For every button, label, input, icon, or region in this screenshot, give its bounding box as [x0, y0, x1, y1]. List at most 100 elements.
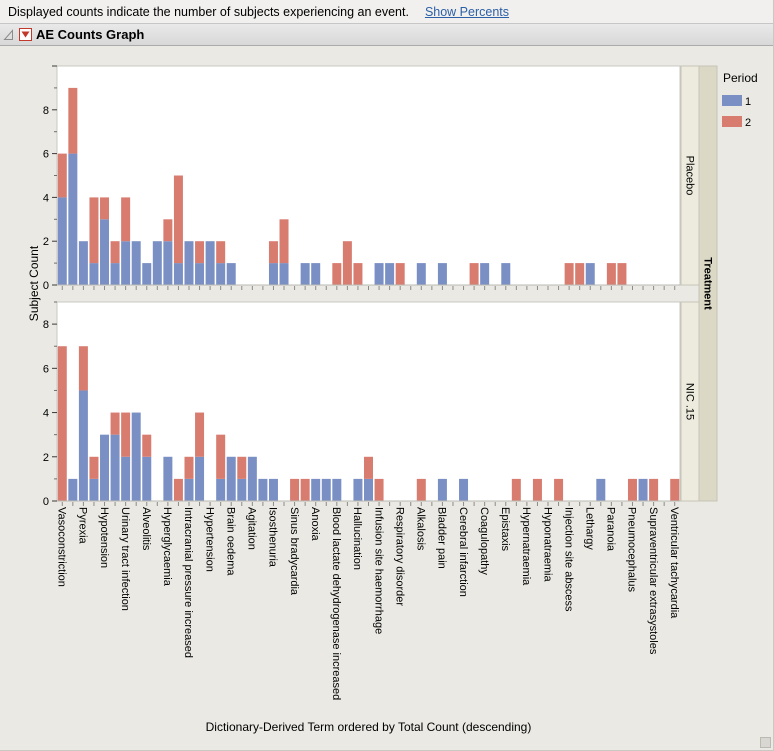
- bar-segment-period1[interactable]: [142, 456, 152, 501]
- bar-segment-period1[interactable]: [416, 263, 426, 285]
- bar-segment-period2[interactable]: [78, 346, 88, 391]
- x-term-label[interactable]: Agitation: [246, 507, 258, 550]
- bar-segment-period2[interactable]: [575, 263, 585, 285]
- x-term-label[interactable]: Blood lactate dehydrogenase increased: [330, 507, 342, 700]
- bar-segment-period1[interactable]: [57, 197, 67, 285]
- x-term-label[interactable]: Alkalosis: [415, 507, 427, 551]
- bar-segment-period2[interactable]: [184, 456, 194, 479]
- bar-segment-period1[interactable]: [247, 456, 257, 501]
- bar-segment-period1[interactable]: [437, 478, 447, 501]
- bar-segment-period1[interactable]: [131, 241, 141, 285]
- x-term-label[interactable]: Pneumocephalus: [626, 507, 638, 593]
- x-term-label[interactable]: Bladder pain: [436, 507, 448, 569]
- x-term-label[interactable]: Vasoconstriction: [56, 507, 68, 587]
- x-term-label[interactable]: Supraventricular extrasystoles: [647, 507, 659, 655]
- x-term-label[interactable]: Hallucination: [351, 507, 363, 570]
- bar-segment-period1[interactable]: [321, 478, 331, 501]
- bar-segment-period2[interactable]: [279, 219, 289, 264]
- bar-segment-period1[interactable]: [459, 478, 469, 501]
- bar-segment-period1[interactable]: [89, 478, 99, 501]
- report-title-bar[interactable]: AE Counts Graph: [0, 23, 773, 46]
- bar-segment-period1[interactable]: [163, 241, 173, 285]
- bar-segment-period2[interactable]: [606, 263, 616, 285]
- bar-segment-period2[interactable]: [617, 263, 627, 285]
- bar-segment-period1[interactable]: [480, 263, 490, 285]
- bar-segment-period2[interactable]: [532, 478, 542, 501]
- bar-segment-period2[interactable]: [237, 456, 247, 479]
- bar-segment-period1[interactable]: [268, 263, 278, 285]
- bar-segment-period2[interactable]: [173, 478, 183, 501]
- bar-segment-period1[interactable]: [100, 219, 110, 285]
- bar-segment-period1[interactable]: [152, 241, 162, 285]
- x-term-label[interactable]: Hyperglycaemia: [161, 507, 173, 587]
- disclosure-triangle-icon[interactable]: [3, 28, 15, 41]
- bar-segment-period1[interactable]: [68, 153, 78, 285]
- bar-segment-period2[interactable]: [89, 197, 99, 264]
- bar-segment-period2[interactable]: [173, 175, 183, 264]
- bar-segment-period1[interactable]: [142, 263, 152, 285]
- bar-segment-period1[interactable]: [78, 390, 88, 501]
- bar-segment-period1[interactable]: [195, 456, 205, 501]
- legend-swatch-period2[interactable]: [722, 116, 742, 127]
- bar-segment-period1[interactable]: [110, 263, 120, 285]
- x-term-label[interactable]: Hypertension: [203, 507, 215, 572]
- bar-segment-period1[interactable]: [279, 263, 289, 285]
- bar-segment-period1[interactable]: [237, 478, 247, 501]
- bar-segment-period2[interactable]: [100, 197, 110, 220]
- bar-segment-period1[interactable]: [216, 478, 226, 501]
- bar-segment-period1[interactable]: [638, 478, 648, 501]
- bar-segment-period2[interactable]: [110, 241, 120, 264]
- bar-segment-period2[interactable]: [353, 263, 363, 285]
- bar-segment-period1[interactable]: [300, 263, 310, 285]
- bar-segment-period2[interactable]: [57, 153, 67, 198]
- x-term-label[interactable]: Injection site abscess: [562, 507, 574, 612]
- x-term-label[interactable]: Coagulopathy: [478, 507, 490, 575]
- bar-segment-period1[interactable]: [385, 263, 395, 285]
- bar-segment-period2[interactable]: [374, 478, 384, 501]
- bar-segment-period2[interactable]: [163, 219, 173, 242]
- bar-segment-period2[interactable]: [364, 456, 373, 479]
- bar-segment-period2[interactable]: [142, 434, 152, 457]
- bar-segment-period1[interactable]: [121, 241, 131, 285]
- show-percents-link[interactable]: Show Percents: [424, 4, 510, 19]
- bar-segment-period1[interactable]: [258, 478, 268, 501]
- x-term-label[interactable]: Hyponatraemia: [541, 507, 553, 582]
- red-triangle-menu-button[interactable]: [19, 28, 32, 41]
- bar-segment-period2[interactable]: [300, 478, 310, 501]
- bar-segment-period2[interactable]: [195, 412, 205, 457]
- bar-segment-period2[interactable]: [89, 456, 99, 479]
- bar-segment-period2[interactable]: [332, 263, 342, 285]
- bar-segment-period1[interactable]: [585, 263, 595, 285]
- bar-segment-period1[interactable]: [226, 263, 236, 285]
- bar-segment-period2[interactable]: [416, 478, 426, 501]
- bar-segment-period2[interactable]: [395, 263, 405, 285]
- bar-segment-period1[interactable]: [501, 263, 511, 285]
- bar-segment-period2[interactable]: [511, 478, 521, 501]
- resize-grip[interactable]: [760, 737, 771, 748]
- bar-segment-period2[interactable]: [121, 197, 131, 242]
- bar-segment-period2[interactable]: [627, 478, 637, 501]
- bar-segment-period1[interactable]: [311, 263, 321, 285]
- x-term-label[interactable]: Hypotension: [98, 507, 110, 568]
- bar-segment-period2[interactable]: [469, 263, 479, 285]
- bar-segment-period2[interactable]: [121, 412, 131, 457]
- bar-segment-period2[interactable]: [216, 241, 226, 264]
- bar-segment-period2[interactable]: [649, 478, 659, 501]
- bar-segment-period1[interactable]: [268, 478, 278, 501]
- legend-swatch-period1[interactable]: [722, 95, 742, 106]
- x-term-label[interactable]: Isosthenuria: [267, 507, 279, 568]
- bar-segment-period1[interactable]: [332, 478, 342, 501]
- bar-segment-period1[interactable]: [226, 456, 236, 501]
- x-term-label[interactable]: Paranoia: [605, 507, 617, 552]
- bar-segment-period1[interactable]: [311, 478, 321, 501]
- bar-segment-period2[interactable]: [554, 478, 564, 501]
- bar-segment-period1[interactable]: [437, 263, 447, 285]
- bar-segment-period2[interactable]: [57, 346, 67, 501]
- x-term-label[interactable]: Alveolitis: [140, 507, 152, 551]
- bar-segment-period2[interactable]: [268, 241, 278, 264]
- bar-segment-period2[interactable]: [195, 241, 205, 264]
- bar-segment-period1[interactable]: [374, 263, 384, 285]
- bar-segment-period2[interactable]: [110, 412, 120, 435]
- bar-segment-period1[interactable]: [173, 263, 183, 285]
- x-term-label[interactable]: Sinus bradycardia: [288, 507, 300, 596]
